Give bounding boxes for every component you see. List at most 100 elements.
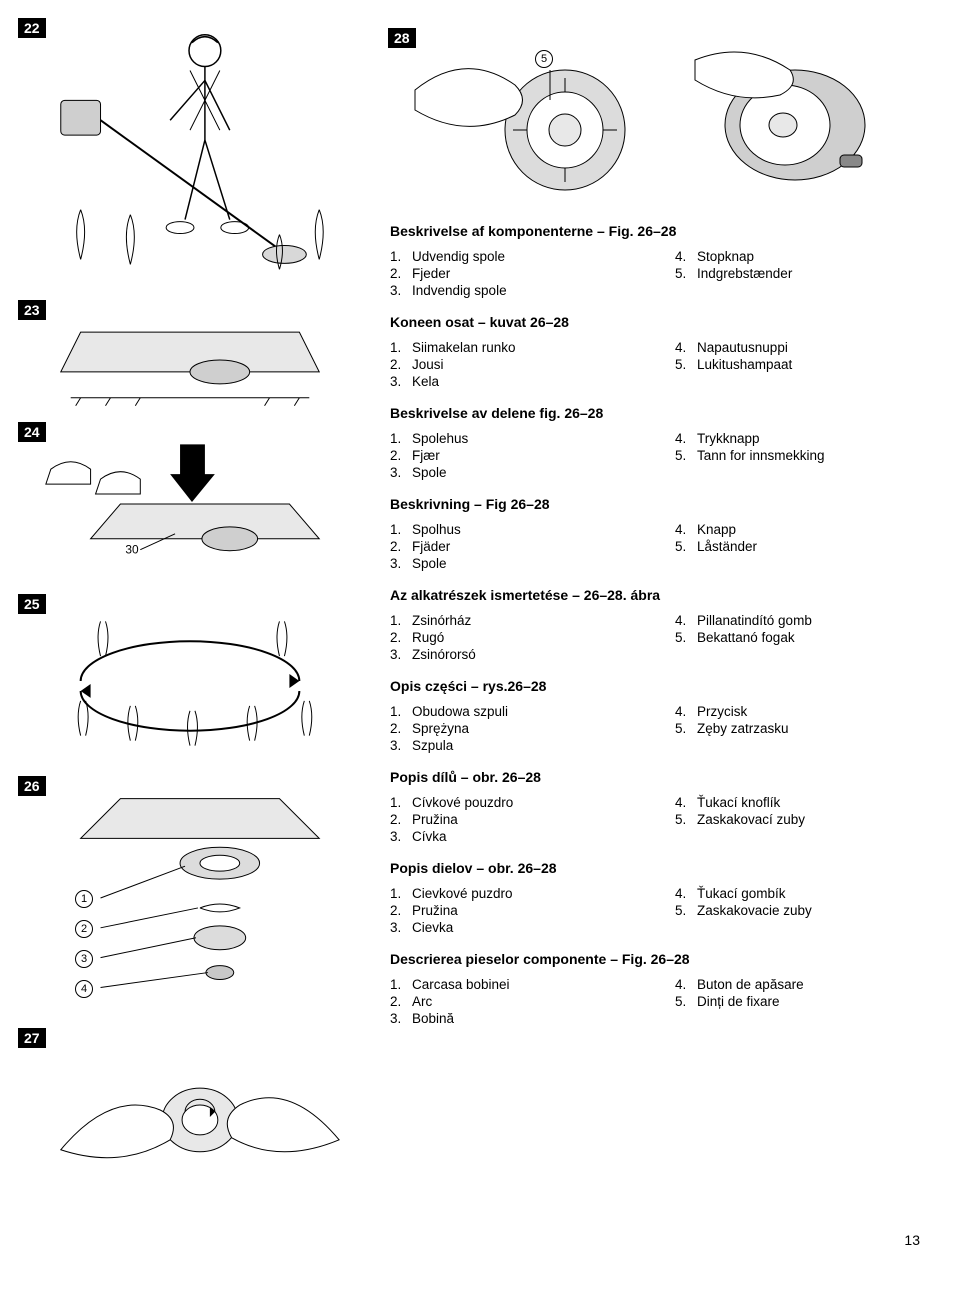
list-item-text: Spole	[412, 556, 447, 571]
list-col-right: 4.Przycisk5.Zęby zatrzasku	[675, 704, 920, 755]
list-item-text: Ťukací gombík	[697, 886, 786, 901]
list-item: 4.Trykknapp	[675, 431, 920, 446]
figure-26-illustration	[21, 778, 359, 1018]
list-item-number: 4.	[675, 522, 697, 537]
parts-list: 1.Zsinórház2.Rugó3.Zsinórorsó4.Pillanati…	[390, 613, 920, 664]
list-item: 3.Cievka	[390, 920, 635, 935]
list-item-number: 2.	[390, 903, 412, 918]
page: 22	[20, 20, 920, 1202]
list-item: 4.Knapp	[675, 522, 920, 537]
list-item: 5.Zęby zatrzasku	[675, 721, 920, 736]
list-item-number: 5.	[675, 721, 697, 736]
section-title: Opis części – rys.26–28	[390, 678, 920, 694]
list-col-right: 4.Napautusnuppi5.Lukitushampaat	[675, 340, 920, 391]
list-item-text: Zęby zatrzasku	[697, 721, 789, 736]
section-title: Descrierea pieselor componente – Fig. 26…	[390, 951, 920, 967]
list-item-text: Cívkové pouzdro	[412, 795, 513, 810]
parts-list: 1.Cievkové puzdro2.Pružina3.Cievka4.Ťuka…	[390, 886, 920, 937]
list-item: 1.Spolehus	[390, 431, 635, 446]
list-item-number: 3.	[390, 738, 412, 753]
list-item: 4.Napautusnuppi	[675, 340, 920, 355]
list-item-number: 1.	[390, 249, 412, 264]
list-col-right: 4.Buton de apăsare5.Dinți de fixare	[675, 977, 920, 1028]
list-item-text: Dinți de fixare	[697, 994, 780, 1009]
text-column: 28	[390, 20, 920, 1202]
figure-28-illustration	[391, 30, 919, 205]
list-item-number: 4.	[675, 613, 697, 628]
list-col-right: 4.Ťukací knoflík5.Zaskakovací zuby	[675, 795, 920, 846]
list-item-text: Jousi	[412, 357, 444, 372]
list-item-number: 3.	[390, 374, 412, 389]
figure-28: 28	[390, 30, 920, 205]
figure-25: 25	[20, 596, 360, 766]
list-item-number: 4.	[675, 431, 697, 446]
list-item: 3.Szpula	[390, 738, 635, 753]
list-item-number: 1.	[390, 886, 412, 901]
list-item-text: Indgrebstænder	[697, 266, 792, 281]
list-item: 5.Zaskakovací zuby	[675, 812, 920, 827]
section-title: Beskrivning – Fig 26–28	[390, 496, 920, 512]
figure-23: 23	[20, 302, 360, 412]
list-item: 5.Indgrebstænder	[675, 266, 920, 281]
list-item-number: 1.	[390, 340, 412, 355]
list-item-text: Cívka	[412, 829, 447, 844]
list-item-number: 1.	[390, 613, 412, 628]
list-item-text: Spolehus	[412, 431, 468, 446]
list-item-text: Carcasa bobinei	[412, 977, 510, 992]
list-item-number: 3.	[390, 465, 412, 480]
list-item: 3.Indvendig spole	[390, 283, 635, 298]
list-item-text: Zaskakovací zuby	[697, 812, 805, 827]
figure-number: 24	[18, 422, 46, 442]
list-item-number: 2.	[390, 266, 412, 281]
list-item-text: Szpula	[412, 738, 453, 753]
list-item: 2.Arc	[390, 994, 635, 1009]
list-item: 2.Rugó	[390, 630, 635, 645]
list-item: 2.Sprężyna	[390, 721, 635, 736]
parts-list: 1.Siimakelan runko2.Jousi3.Kela4.Napautu…	[390, 340, 920, 391]
list-item-number: 2.	[390, 994, 412, 1009]
list-item-number: 4.	[675, 977, 697, 992]
list-item: 1.Obudowa szpuli	[390, 704, 635, 719]
list-item-number: 5.	[675, 630, 697, 645]
sections-container: Beskrivelse af komponenterne – Fig. 26–2…	[390, 223, 920, 1028]
figure-22: 22	[20, 20, 360, 290]
list-item: 1.Carcasa bobinei	[390, 977, 635, 992]
list-item-number: 3.	[390, 556, 412, 571]
list-col-left: 1.Carcasa bobinei2.Arc3.Bobină	[390, 977, 635, 1028]
list-item-text: Napautusnuppi	[697, 340, 788, 355]
parts-list: 1.Carcasa bobinei2.Arc3.Bobină4.Buton de…	[390, 977, 920, 1028]
list-item: 5.Zaskakovacie zuby	[675, 903, 920, 918]
section-title: Popis dielov – obr. 26–28	[390, 860, 920, 876]
list-item-text: Ťukací knoflík	[697, 795, 780, 810]
figures-column: 22	[20, 20, 360, 1202]
list-item-text: Bekattanó fogak	[697, 630, 795, 645]
section-title: Popis dílů – obr. 26–28	[390, 769, 920, 785]
list-item-text: Knapp	[697, 522, 736, 537]
list-item: 1.Siimakelan runko	[390, 340, 635, 355]
list-item-text: Zsinórorsó	[412, 647, 476, 662]
list-item-number: 5.	[675, 539, 697, 554]
section-title: Koneen osat – kuvat 26–28	[390, 314, 920, 330]
callout-4: 4	[75, 980, 93, 998]
list-item-number: 3.	[390, 1011, 412, 1026]
list-item-text: Stopknap	[697, 249, 754, 264]
list-item-text: Pružina	[412, 812, 458, 827]
callout-2: 2	[75, 920, 93, 938]
figure-number: 28	[388, 28, 416, 48]
list-item-text: Cievka	[412, 920, 453, 935]
list-item-text: Trykknapp	[697, 431, 760, 446]
figure-24: 24 30	[20, 424, 360, 584]
list-item-text: Bobină	[412, 1011, 454, 1026]
list-item: 3.Kela	[390, 374, 635, 389]
list-item: 4.Ťukací gombík	[675, 886, 920, 901]
list-item-number: 3.	[390, 920, 412, 935]
list-item-number: 2.	[390, 630, 412, 645]
list-item-number: 3.	[390, 829, 412, 844]
section-title: Beskrivelse av delene fig. 26–28	[390, 405, 920, 421]
list-item: 2.Pružina	[390, 812, 635, 827]
list-col-left: 1.Obudowa szpuli 2.Sprężyna 3.Szpula	[390, 704, 635, 755]
list-item: 3.Spole	[390, 465, 635, 480]
list-item-text: Arc	[412, 994, 432, 1009]
list-item-number: 4.	[675, 249, 697, 264]
list-item-text: Zaskakovacie zuby	[697, 903, 812, 918]
